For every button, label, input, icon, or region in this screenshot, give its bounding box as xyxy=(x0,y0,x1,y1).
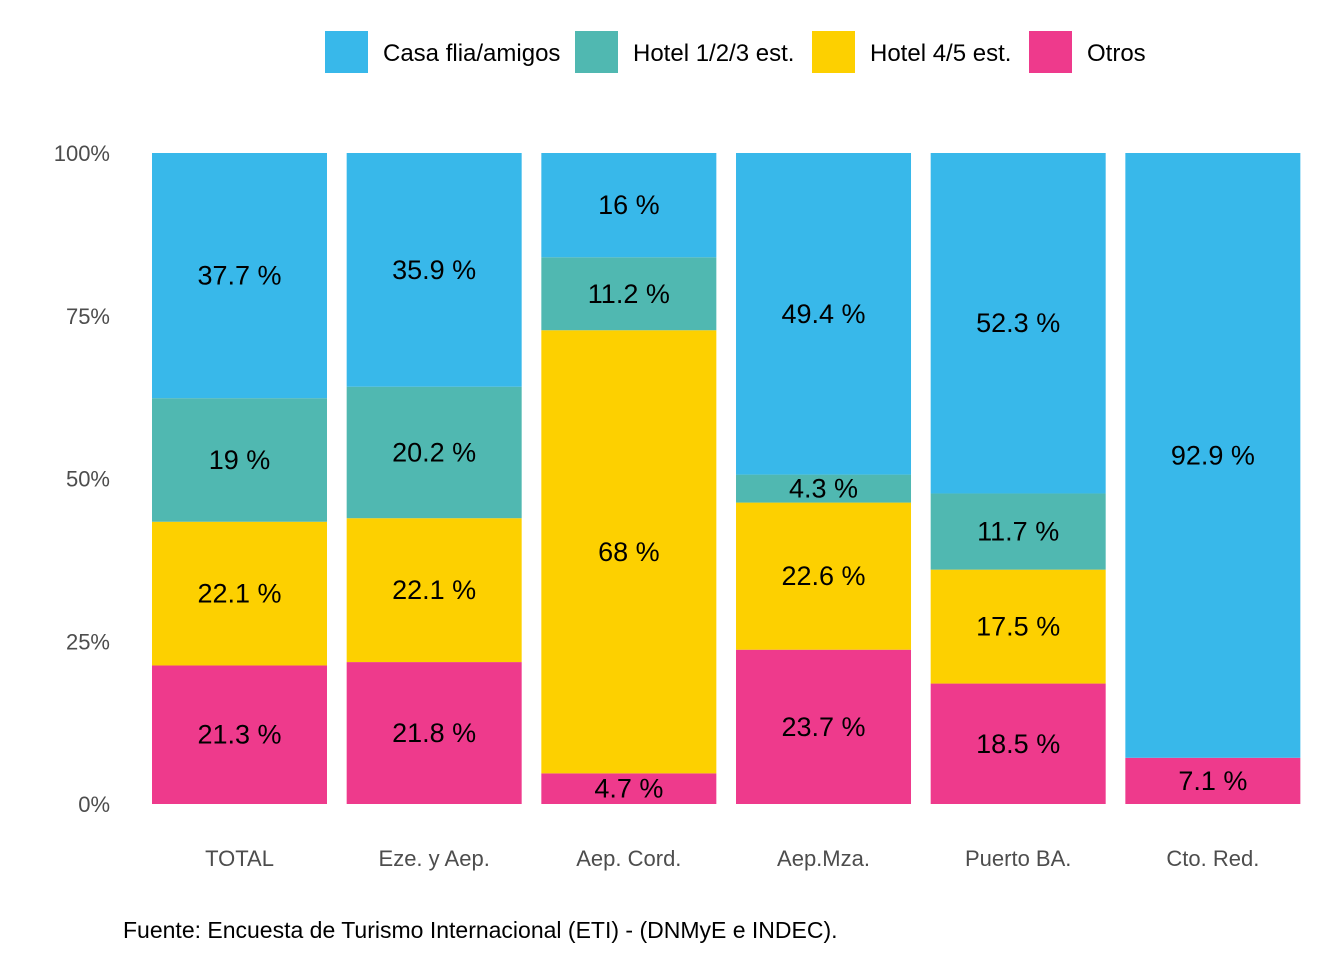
bar-segment xyxy=(152,521,327,666)
bar-segment xyxy=(1125,757,1301,804)
legend-label: Hotel 4/5 est. xyxy=(870,40,1011,67)
data-label: 17.5 % xyxy=(976,612,1060,642)
bar-segment xyxy=(736,153,912,475)
data-label: 21.8 % xyxy=(392,718,476,748)
x-tick-label: Cto. Red. xyxy=(1166,846,1259,871)
y-tick-label: 100% xyxy=(54,141,110,166)
data-label: 18.5 % xyxy=(976,729,1060,759)
legend-swatch xyxy=(812,31,855,73)
data-label: 68 % xyxy=(598,537,660,567)
bar-segment xyxy=(152,398,327,522)
data-label: 7.1 % xyxy=(1178,766,1247,796)
legend-swatch xyxy=(575,31,618,73)
bar-segment xyxy=(541,330,717,774)
y-tick-label: 25% xyxy=(66,629,110,654)
data-label: 49.4 % xyxy=(781,299,865,329)
data-label: 11.2 % xyxy=(588,279,670,309)
data-label: 92.9 % xyxy=(1171,440,1255,470)
legend: Casa flia/amigos Hotel 1/2/3 est. Hotel 4/… xyxy=(325,31,1146,73)
data-label: 4.7 % xyxy=(594,774,663,804)
data-label: 21.3 % xyxy=(197,720,281,750)
x-tick-label: TOTAL xyxy=(205,846,274,871)
legend-label: Otros xyxy=(1087,40,1146,67)
data-label: 4.3 % xyxy=(789,474,858,504)
data-label: 22.6 % xyxy=(781,561,865,591)
y-axis: 0% 25% 50% 75% 100% xyxy=(54,141,110,817)
data-label: 20.2 % xyxy=(392,437,476,467)
data-label: 11.7 % xyxy=(977,517,1059,547)
source-caption: Fuente: Encuesta de Turismo Internaciona… xyxy=(123,917,838,943)
bars: 21.3 % 22.1 % 19 % 37.7 % 21.8 % 22.1 % 20.2 %… xyxy=(152,153,1301,804)
bar-segment xyxy=(930,493,1106,570)
data-label: 19 % xyxy=(209,445,271,475)
x-axis: TOTAL Eze. y Aep. Aep. Cord. Aep.Mza. Puerto… xyxy=(205,846,1259,871)
y-tick-label: 0% xyxy=(78,792,110,817)
legend-swatch xyxy=(325,31,368,73)
bar-segment xyxy=(346,153,522,387)
bar-segment xyxy=(152,665,327,804)
data-label: 16 % xyxy=(598,190,660,220)
x-tick-label: Aep. Cord. xyxy=(576,846,681,871)
data-label: 35.9 % xyxy=(392,255,476,285)
bar-segment xyxy=(152,153,327,399)
legend-swatch xyxy=(1029,31,1072,73)
data-label: 22.1 % xyxy=(197,579,281,609)
x-tick-label: Puerto BA. xyxy=(965,846,1071,871)
legend-label: Casa flia/amigos xyxy=(383,40,560,67)
bar-segment xyxy=(930,569,1106,684)
bar-segment xyxy=(541,257,717,331)
data-label: 23.7 % xyxy=(781,712,865,742)
bar-segment xyxy=(736,649,912,804)
bar-segment xyxy=(346,386,522,519)
legend-label: Hotel 1/2/3 est. xyxy=(633,40,794,67)
bar-segment xyxy=(346,662,522,804)
x-tick-label: Aep.Mza. xyxy=(777,846,870,871)
y-tick-label: 50% xyxy=(66,467,110,492)
data-label: 37.7 % xyxy=(197,261,281,291)
data-label: 52.3 % xyxy=(976,308,1060,338)
x-tick-label: Eze. y Aep. xyxy=(379,846,490,871)
bar-segment xyxy=(736,502,912,650)
data-label: 22.1 % xyxy=(392,575,476,605)
bar-segment xyxy=(930,683,1106,804)
bar-segment xyxy=(346,518,522,663)
y-tick-label: 75% xyxy=(66,304,110,329)
bar-segment xyxy=(930,153,1106,494)
bar-segment xyxy=(736,474,912,503)
bar-segment xyxy=(1125,153,1301,758)
bar-segment xyxy=(541,153,717,258)
bar-segment xyxy=(541,773,717,804)
